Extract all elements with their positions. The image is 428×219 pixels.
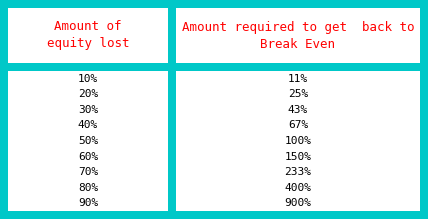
Text: 30%: 30% [78, 105, 98, 115]
Bar [8, 8, 168, 63]
Text: Amount of
equity lost: Amount of equity lost [47, 21, 129, 51]
Text: 100%: 100% [285, 136, 312, 146]
Bar [8, 71, 168, 211]
Text: 90%: 90% [78, 198, 98, 208]
Text: 150%: 150% [285, 152, 312, 162]
Text: 70%: 70% [78, 167, 98, 177]
Text: 400%: 400% [285, 183, 312, 193]
Text: 43%: 43% [288, 105, 308, 115]
Text: 20%: 20% [78, 89, 98, 99]
Text: 50%: 50% [78, 136, 98, 146]
Text: 10%: 10% [78, 74, 98, 84]
Text: 67%: 67% [288, 120, 308, 131]
Text: 80%: 80% [78, 183, 98, 193]
Text: 11%: 11% [288, 74, 308, 84]
Text: 900%: 900% [285, 198, 312, 208]
Text: 40%: 40% [78, 120, 98, 131]
Text: 25%: 25% [288, 89, 308, 99]
Text: 60%: 60% [78, 152, 98, 162]
Text: Amount required to get  back to
Break Even: Amount required to get back to Break Eve… [182, 21, 414, 51]
Bar [176, 8, 420, 63]
Bar [176, 71, 420, 211]
Text: 233%: 233% [285, 167, 312, 177]
